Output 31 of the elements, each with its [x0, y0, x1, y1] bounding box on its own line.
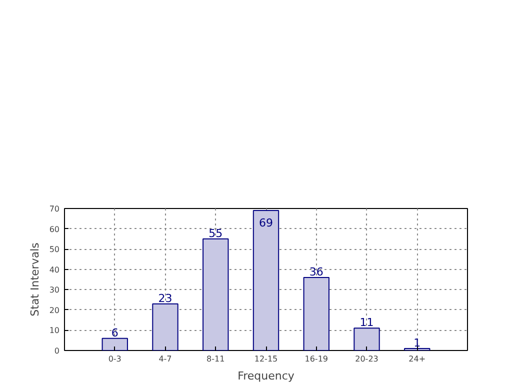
x-axis-title: Frequency [238, 370, 295, 382]
data-label: 69 [259, 216, 273, 230]
bar [102, 338, 128, 350]
x-tick-label: 16-19 [304, 354, 328, 364]
y-tick-label: 10 [49, 326, 60, 336]
y-tick-label: 30 [49, 286, 60, 295]
y-tick-label: 0 [54, 346, 60, 356]
y-axis-title: Stat Intervals [28, 242, 42, 316]
bar [303, 276, 330, 350]
bar [152, 303, 178, 350]
x-tick-label: 24+ [408, 354, 426, 364]
data-label: 11 [360, 316, 374, 330]
bar [252, 210, 280, 350]
data-label: 6 [111, 326, 118, 340]
y-tick-label: 50 [49, 245, 60, 254]
data-label: 1 [414, 336, 421, 350]
bar [354, 328, 380, 350]
x-tick-label: 20-23 [355, 354, 378, 364]
y-tick-label: 70 [49, 204, 60, 214]
x-tick-label: 0-3 [108, 354, 122, 364]
bar [404, 348, 430, 350]
x-tick-label: 12-15 [254, 354, 278, 364]
x-tick-label: 8-11 [206, 354, 225, 364]
y-tick-label: 60 [49, 224, 60, 234]
data-label: 23 [158, 292, 172, 305]
x-tick-label: 4-7 [158, 354, 172, 364]
data-label: 36 [309, 265, 324, 278]
y-tick-label: 20 [49, 306, 60, 315]
data-label: 55 [208, 226, 223, 240]
bar [202, 238, 229, 350]
y-tick-label: 40 [49, 265, 60, 274]
